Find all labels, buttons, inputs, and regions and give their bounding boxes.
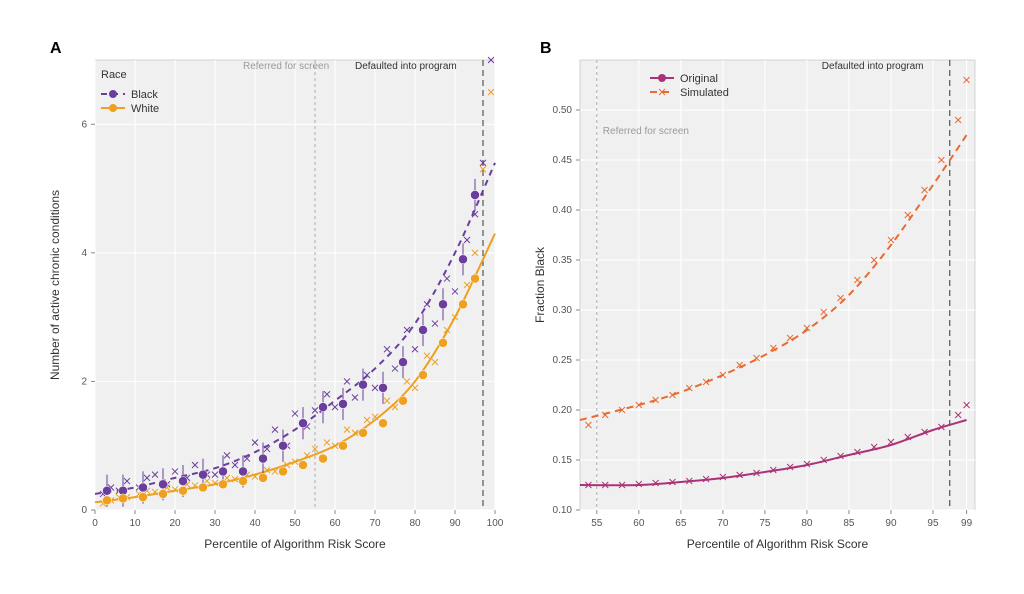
- x-tick-label: 10: [129, 518, 141, 529]
- x-tick-label: 100: [487, 518, 504, 529]
- y-tick-label: 2: [81, 376, 87, 387]
- reference-line-label: Referred for screen: [603, 126, 689, 137]
- y-tick-label: 0: [81, 505, 87, 516]
- y-tick-label: 0.20: [553, 405, 573, 416]
- legend-item-label: Simulated: [680, 87, 729, 99]
- x-tick-label: 55: [591, 518, 603, 529]
- y-tick-label: 0.10: [553, 505, 573, 516]
- x-tick-label: 60: [633, 518, 645, 529]
- x-tick-label: 40: [249, 518, 261, 529]
- x-tick-label: 0: [92, 518, 98, 529]
- panel-b: Referred for screen Defaulted into progra…: [530, 35, 985, 560]
- x-axis-label: Percentile of Algorithm Risk Score: [687, 537, 869, 551]
- x-tick-label: 75: [759, 518, 771, 529]
- legend-item-label: Original: [680, 73, 718, 85]
- x-tick-label: 70: [717, 518, 729, 529]
- y-axis-label: Number of active chronic conditions: [48, 190, 62, 380]
- x-tick-label: 30: [209, 518, 221, 529]
- x-tick-label: 60: [329, 518, 341, 529]
- y-tick-label: 0.45: [553, 155, 573, 166]
- legend-title: Race: [101, 69, 127, 81]
- y-tick-label: 0.15: [553, 455, 573, 466]
- y-tick-label: 0.35: [553, 255, 573, 266]
- y-tick-label: 0.50: [553, 105, 573, 116]
- x-tick-label: 90: [885, 518, 897, 529]
- x-tick-label: 20: [169, 518, 181, 529]
- y-tick-label: 0.40: [553, 205, 573, 216]
- x-tick-label: 95: [927, 518, 939, 529]
- x-tick-label: 65: [675, 518, 687, 529]
- x-tick-label: 99: [961, 518, 973, 529]
- legend-item-label: White: [131, 103, 159, 115]
- legend-item-label: Black: [131, 89, 158, 101]
- x-axis-label: Percentile of Algorithm Risk Score: [204, 537, 386, 551]
- x-tick-label: 90: [449, 518, 461, 529]
- reference-line-label: Referred for screen: [243, 61, 329, 72]
- x-tick-label: 70: [369, 518, 381, 529]
- panel-a: Referred for screen Defaulted into progra…: [45, 35, 505, 560]
- reference-line-label: Defaulted into program: [822, 61, 924, 72]
- y-tick-label: 0.30: [553, 305, 573, 316]
- y-tick-label: 6: [81, 119, 87, 130]
- x-tick-label: 80: [409, 518, 421, 529]
- x-tick-label: 85: [843, 518, 855, 529]
- reference-line-label: Defaulted into program: [355, 61, 457, 72]
- chart-a: Referred for screen Defaulted into progra…: [45, 35, 505, 560]
- x-tick-label: 50: [289, 518, 301, 529]
- y-tick-label: 4: [81, 248, 87, 259]
- y-axis-label: Fraction Black: [533, 246, 547, 323]
- x-tick-label: 80: [801, 518, 813, 529]
- chart-b: Referred for screen Defaulted into progra…: [530, 35, 985, 560]
- y-tick-label: 0.25: [553, 355, 573, 366]
